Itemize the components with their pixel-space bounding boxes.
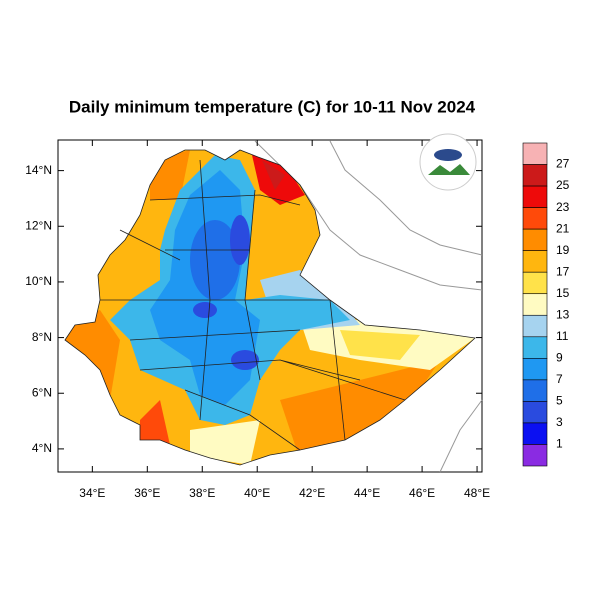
x-tick-label: 34°E <box>79 486 105 500</box>
colorbar-box <box>522 207 548 230</box>
colorbar-box <box>522 164 548 187</box>
x-tick-label: 42°E <box>299 486 325 500</box>
x-tick-label: 44°E <box>354 486 380 500</box>
admin-boundaries <box>64 149 476 466</box>
colorbar: 27 25 23 21 19 17 15 13 11 9 7 5 3 1 <box>522 142 570 467</box>
colorbar-label: 9 <box>556 351 563 365</box>
colorbar-label: 13 <box>556 307 570 321</box>
colorbar-box <box>522 228 548 251</box>
colorbar-box <box>522 336 548 359</box>
colorbar-box <box>522 358 548 381</box>
colorbar-label: 23 <box>556 200 570 214</box>
colorbar-label: 21 <box>556 221 570 235</box>
colorbar-box <box>522 293 548 316</box>
colorbar-box <box>522 271 548 295</box>
x-tick-label: 46°E <box>409 486 435 500</box>
colorbar-box <box>522 314 548 338</box>
y-tick-label: 10°N <box>25 274 52 288</box>
colorbar-label: 17 <box>556 264 570 278</box>
colorbar-box <box>522 401 548 424</box>
x-tick-label: 48°E <box>464 486 490 500</box>
y-tick-label: 12°N <box>25 218 52 232</box>
colorbar-label: 7 <box>556 372 563 386</box>
colorbar-label: 19 <box>556 243 570 257</box>
x-tick-label: 40°E <box>244 486 270 500</box>
colorbar-box <box>522 444 548 467</box>
map-title: Daily minimum temperature (C) for 10-11 … <box>69 97 476 116</box>
colorbar-box <box>522 422 548 445</box>
colorbar-label: 3 <box>556 415 563 429</box>
y-tick-label: 4°N <box>32 441 52 455</box>
colorbar-label: 15 <box>556 286 570 300</box>
colorbar-label: 11 <box>556 329 569 343</box>
colorbar-label: 27 <box>556 157 570 171</box>
colorbar-label: 1 <box>556 437 563 451</box>
colorbar-box <box>522 379 548 402</box>
colorbar-label: 5 <box>556 394 563 408</box>
x-tick-label: 36°E <box>134 486 160 500</box>
colorbar-box <box>522 142 548 165</box>
colorbar-label: 25 <box>556 178 570 192</box>
y-tick-label: 8°N <box>32 330 52 344</box>
logo <box>419 133 477 191</box>
colorbar-box <box>522 185 548 208</box>
colorbar-box <box>522 250 548 273</box>
x-tick-label: 38°E <box>189 486 215 500</box>
y-tick-label: 6°N <box>32 385 52 399</box>
axes: 34°E 36°E 38°E 40°E 42°E 44°E 46°E 48°E 4°N 6°N 8°… <box>25 140 490 500</box>
y-tick-label: 14°N <box>25 163 52 177</box>
